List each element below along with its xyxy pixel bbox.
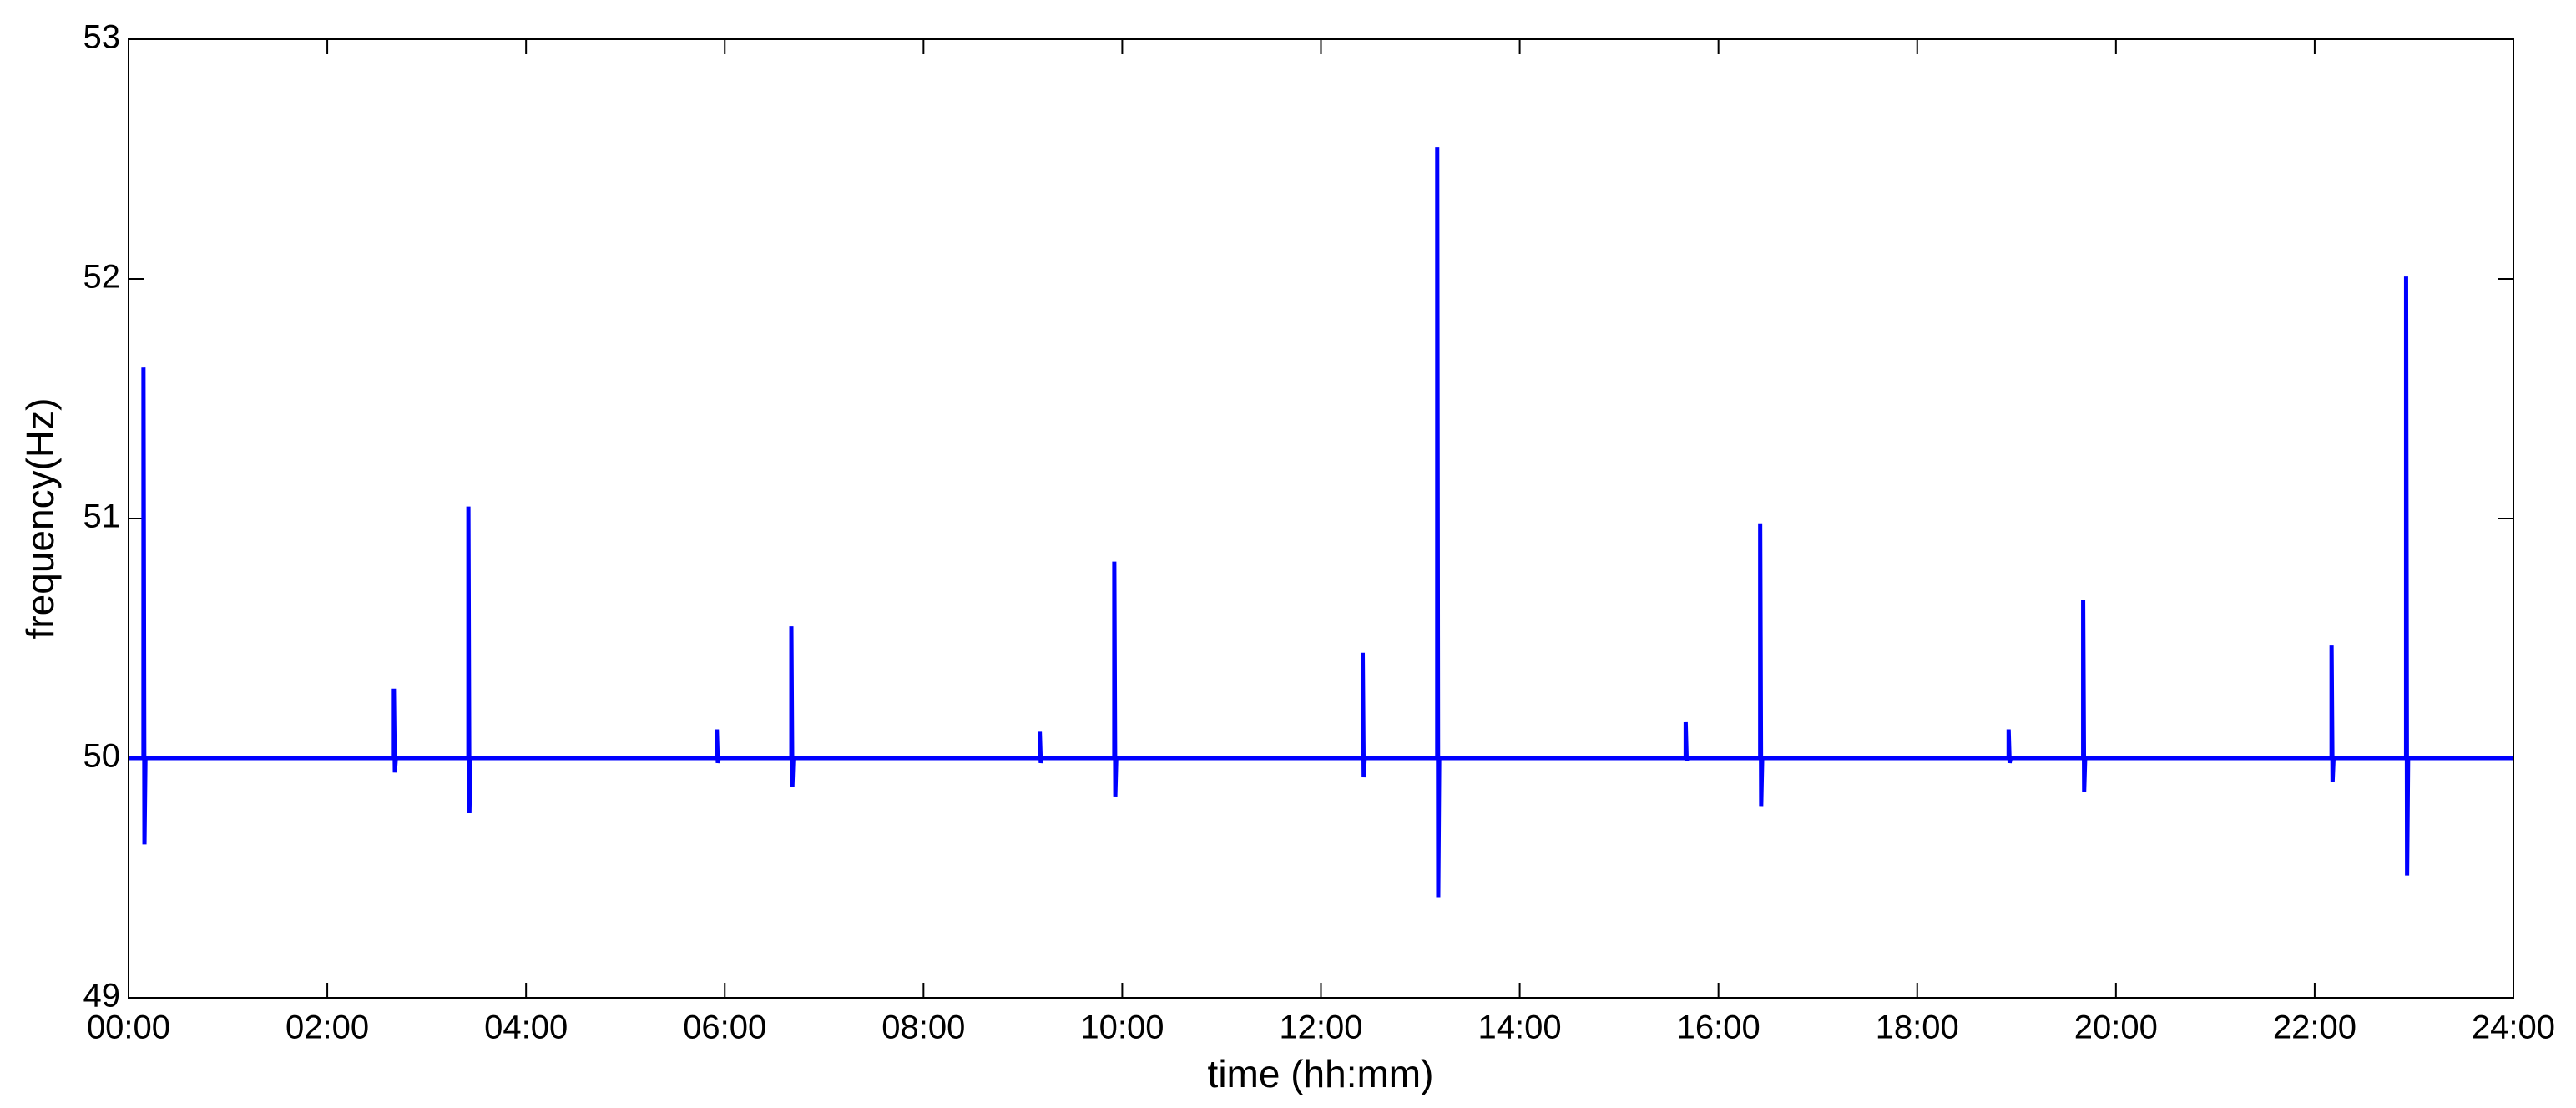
x-tick-label: 10:00 [1080, 1009, 1164, 1046]
x-tick-label: 04:00 [484, 1009, 568, 1046]
y-tick-label: 53 [83, 19, 121, 56]
x-axis-label: time (hh:mm) [1208, 1052, 1434, 1095]
x-tick-label: 20:00 [2074, 1009, 2158, 1046]
x-tick-label: 02:00 [285, 1009, 369, 1046]
x-tick-label: 24:00 [2472, 1009, 2555, 1046]
y-tick-label: 52 [83, 259, 121, 296]
x-tick-label: 16:00 [1677, 1009, 1760, 1046]
x-tick-label: 06:00 [683, 1009, 766, 1046]
frequency-line [129, 147, 2513, 898]
x-tick-label: 00:00 [87, 1009, 170, 1046]
y-tick-label: 51 [83, 498, 121, 535]
x-tick-label: 08:00 [881, 1009, 965, 1046]
x-tick-label: 14:00 [1478, 1009, 1562, 1046]
y-tick-label: 50 [83, 738, 121, 775]
x-tick-label: 22:00 [2273, 1009, 2356, 1046]
y-axis-label: frequency(Hz) [18, 398, 62, 640]
y-tick-label: 49 [83, 978, 121, 1014]
x-tick-label: 18:00 [1876, 1009, 1959, 1046]
plot-frame [128, 38, 2514, 999]
x-tick-label: 12:00 [1279, 1009, 1362, 1046]
